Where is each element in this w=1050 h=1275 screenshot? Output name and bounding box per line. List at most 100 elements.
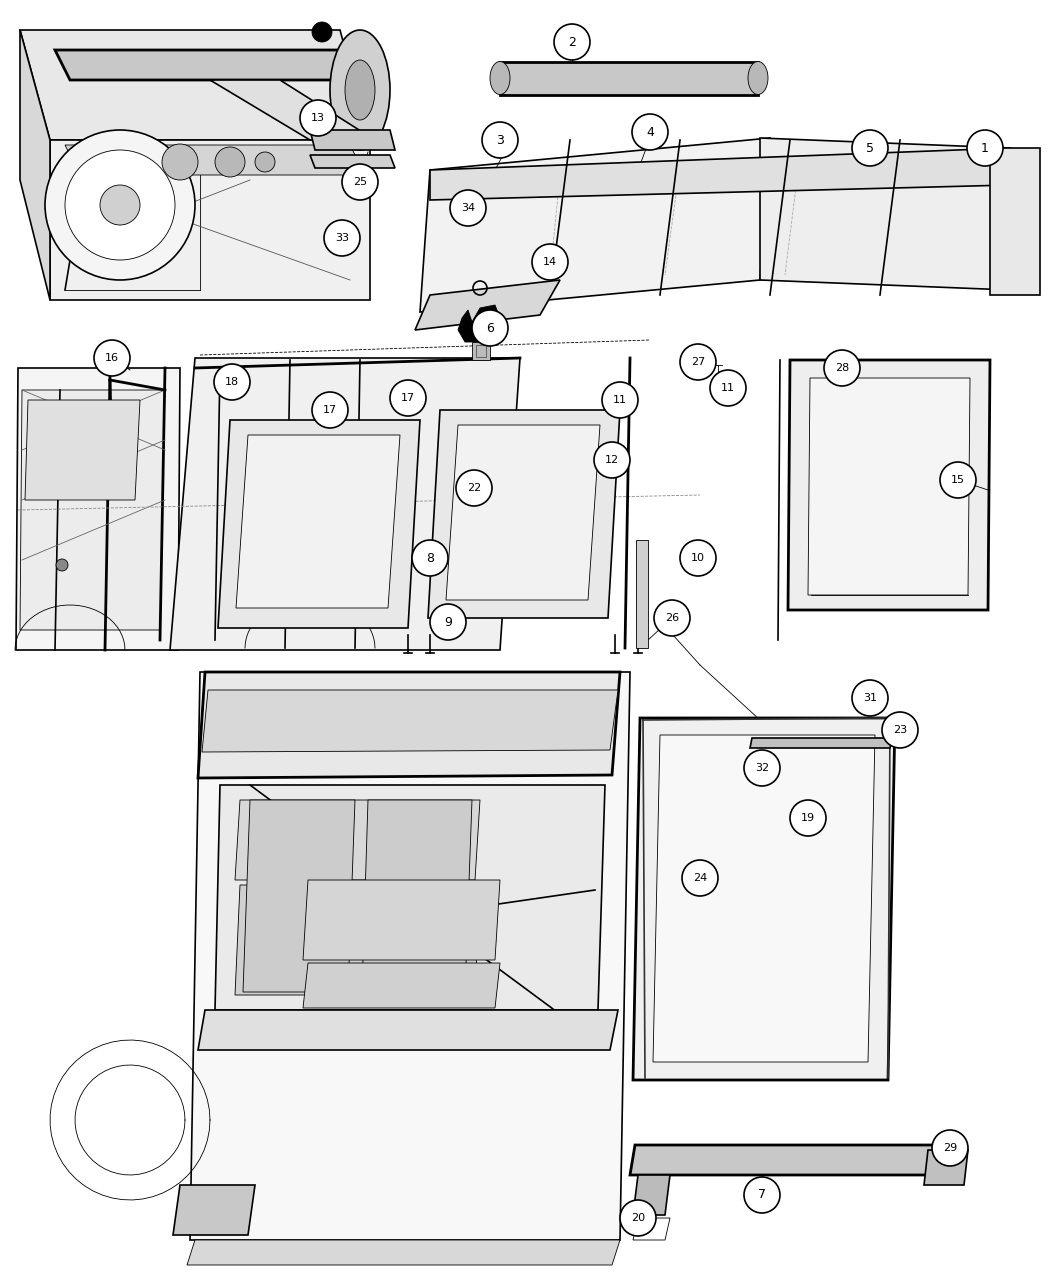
Polygon shape	[190, 672, 630, 1241]
Circle shape	[94, 340, 130, 376]
Circle shape	[682, 861, 718, 896]
Circle shape	[824, 351, 860, 386]
Circle shape	[594, 442, 630, 478]
Text: 12: 12	[605, 455, 620, 465]
Polygon shape	[25, 400, 140, 500]
Circle shape	[215, 147, 245, 177]
Polygon shape	[198, 1010, 618, 1051]
Polygon shape	[50, 140, 370, 300]
Polygon shape	[170, 358, 520, 650]
Text: 22: 22	[467, 483, 481, 493]
Polygon shape	[55, 50, 355, 80]
Text: 17: 17	[401, 393, 415, 403]
Polygon shape	[924, 1150, 968, 1184]
Text: 34: 34	[461, 203, 475, 213]
Polygon shape	[500, 62, 758, 96]
Polygon shape	[243, 799, 355, 992]
Circle shape	[300, 99, 336, 136]
Circle shape	[680, 541, 716, 576]
Polygon shape	[750, 738, 892, 748]
Circle shape	[680, 344, 716, 380]
Text: 31: 31	[863, 694, 877, 703]
Circle shape	[342, 164, 378, 200]
Circle shape	[710, 370, 746, 405]
Polygon shape	[458, 305, 500, 342]
Circle shape	[472, 310, 508, 346]
Text: 14: 14	[543, 258, 558, 266]
Polygon shape	[808, 377, 970, 595]
Text: 23: 23	[892, 725, 907, 734]
Circle shape	[214, 363, 250, 400]
Text: 2: 2	[568, 36, 576, 48]
Ellipse shape	[490, 61, 510, 94]
Circle shape	[852, 130, 888, 166]
Circle shape	[554, 24, 590, 60]
Text: 8: 8	[426, 552, 434, 565]
Polygon shape	[636, 541, 648, 648]
Polygon shape	[16, 368, 180, 650]
Text: 19: 19	[801, 813, 815, 822]
Circle shape	[312, 391, 348, 428]
Ellipse shape	[748, 61, 768, 94]
Text: 3: 3	[496, 134, 504, 147]
Text: 16: 16	[105, 353, 119, 363]
Circle shape	[632, 113, 668, 150]
Circle shape	[100, 185, 140, 224]
Text: 28: 28	[835, 363, 849, 374]
Polygon shape	[472, 342, 490, 360]
Text: 4: 4	[646, 125, 654, 139]
Circle shape	[56, 558, 68, 571]
Circle shape	[654, 601, 690, 636]
Text: 11: 11	[613, 395, 627, 405]
Text: 29: 29	[943, 1142, 958, 1153]
Circle shape	[602, 382, 638, 418]
Circle shape	[324, 221, 360, 256]
Text: 32: 32	[755, 762, 769, 773]
Polygon shape	[760, 138, 1010, 289]
Text: 5: 5	[866, 142, 874, 154]
Text: 11: 11	[721, 382, 735, 393]
Polygon shape	[430, 148, 1010, 200]
Polygon shape	[210, 80, 375, 140]
Polygon shape	[630, 1145, 945, 1176]
Text: 20: 20	[631, 1213, 645, 1223]
Polygon shape	[20, 31, 370, 140]
Text: 7: 7	[758, 1188, 766, 1201]
Text: 1: 1	[981, 142, 989, 154]
Polygon shape	[362, 799, 473, 992]
Polygon shape	[202, 690, 618, 752]
Text: 27: 27	[691, 357, 706, 367]
Circle shape	[852, 680, 888, 717]
Circle shape	[482, 122, 518, 158]
Polygon shape	[215, 785, 605, 1010]
Circle shape	[932, 1130, 968, 1167]
Circle shape	[954, 1154, 962, 1162]
Polygon shape	[633, 718, 895, 1080]
Circle shape	[456, 470, 492, 506]
Polygon shape	[428, 411, 620, 618]
Polygon shape	[236, 435, 400, 608]
Polygon shape	[20, 31, 50, 300]
Text: 33: 33	[335, 233, 349, 244]
Polygon shape	[198, 672, 620, 778]
Polygon shape	[310, 156, 395, 168]
Polygon shape	[420, 138, 770, 312]
Circle shape	[162, 144, 198, 180]
Polygon shape	[653, 734, 875, 1062]
Text: 26: 26	[665, 613, 679, 623]
Text: 24: 24	[693, 873, 707, 884]
Polygon shape	[415, 280, 560, 330]
Polygon shape	[65, 145, 365, 175]
Text: 9: 9	[444, 616, 452, 629]
Text: 17: 17	[323, 405, 337, 414]
Polygon shape	[235, 799, 480, 880]
Circle shape	[790, 799, 826, 836]
Text: 25: 25	[353, 177, 367, 187]
Text: 10: 10	[691, 553, 705, 564]
Circle shape	[390, 380, 426, 416]
Polygon shape	[310, 130, 395, 150]
Circle shape	[255, 152, 275, 172]
Polygon shape	[218, 419, 420, 629]
Polygon shape	[303, 963, 500, 1009]
Polygon shape	[990, 148, 1040, 295]
